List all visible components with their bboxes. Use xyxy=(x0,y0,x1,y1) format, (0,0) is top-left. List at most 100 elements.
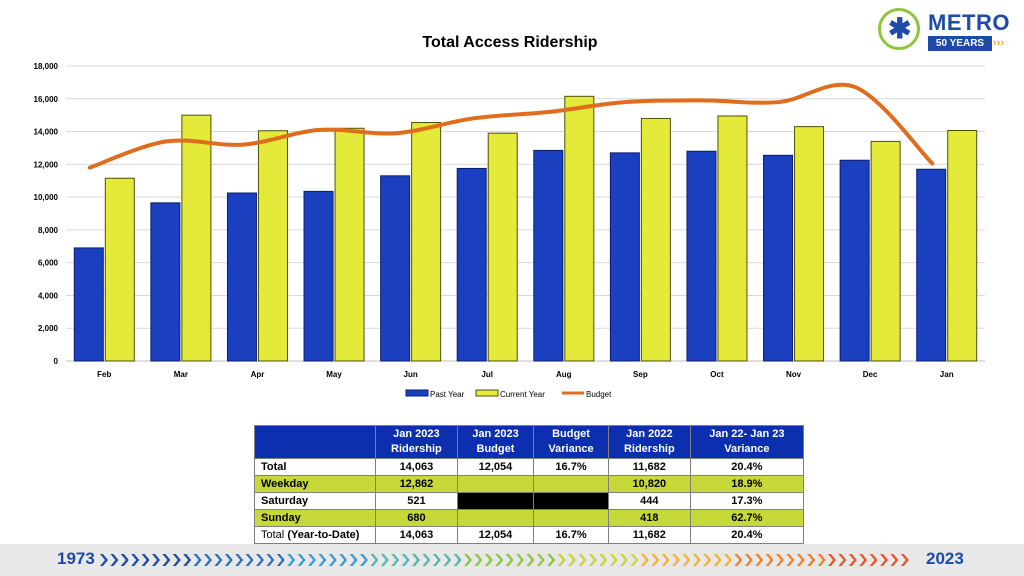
chevron-icon xyxy=(703,554,712,566)
chevron-icon xyxy=(505,554,514,566)
chevron-icon xyxy=(495,554,504,566)
header-line: Budget xyxy=(552,428,590,440)
chevron-icon xyxy=(172,554,181,566)
table-row: Total 14,063 12,054 16.7% 11,682 20.4% xyxy=(254,458,805,476)
table-row: Total (Year-to-Date) 14,063 12,054 16.7%… xyxy=(254,526,805,544)
table-cell-blank xyxy=(456,492,535,510)
x-tick-label: Oct xyxy=(710,370,724,379)
chevron-icon xyxy=(328,554,337,566)
legend-label: Current Year xyxy=(500,390,545,399)
table-cell-blank xyxy=(456,475,535,493)
bar-past-year xyxy=(303,190,334,362)
x-tick-label: Jan xyxy=(940,370,954,379)
chevron-icon xyxy=(599,554,608,566)
chevron-icon xyxy=(776,554,784,566)
table-row: Saturday 521 444 17.3% xyxy=(254,492,805,510)
chart-title: Total Access Ridership xyxy=(422,34,597,51)
table-cell-blank xyxy=(533,475,609,493)
chevron-icon xyxy=(256,554,264,566)
table-cell: 16.7% xyxy=(533,526,609,544)
table-header: Jan 2023 Budget xyxy=(456,425,535,459)
y-tick-label: 8,000 xyxy=(38,226,59,235)
chevron-icon xyxy=(734,554,743,566)
budget-line xyxy=(87,82,935,170)
y-tick-label: 6,000 xyxy=(38,259,59,268)
x-tick-label: Apr xyxy=(251,370,265,379)
table-cell: 521 xyxy=(375,492,458,510)
logo-wordmark: METRO xyxy=(928,10,1010,35)
header-line: Variance xyxy=(724,443,770,455)
chevron-icon xyxy=(432,554,441,566)
header-line: Jan 2022 xyxy=(626,428,673,440)
x-axis-ticks: Feb Mar Apr May Jun Jul Aug Sep Oct Nov Dec Jan xyxy=(97,370,954,379)
chevron-icon xyxy=(120,554,129,566)
chevron-icon xyxy=(453,554,462,566)
chevron-icon xyxy=(672,554,680,566)
legend-swatch xyxy=(475,389,499,397)
bar-current-year xyxy=(334,127,365,362)
row-label-main: Total xyxy=(261,529,285,541)
bar-past-year xyxy=(609,152,640,362)
chevron-icon xyxy=(380,554,389,566)
x-tick-label: Aug xyxy=(556,370,572,379)
footer-end-year: 2023 xyxy=(926,549,964,568)
bar-past-year xyxy=(686,150,717,362)
x-tick-label: Jul xyxy=(481,370,493,379)
chevron-icon xyxy=(828,554,836,566)
chevron-icon xyxy=(276,554,285,566)
asterisk-icon: ✱ xyxy=(888,13,912,44)
chevron-icon xyxy=(464,554,472,566)
table-cell: 12,054 xyxy=(456,458,535,476)
legend-swatch xyxy=(405,389,429,397)
row-label: Sunday xyxy=(254,509,376,527)
logo-emblem: ✱ xyxy=(878,8,920,50)
y-tick-label: 4,000 xyxy=(38,291,59,300)
chevron-icon xyxy=(568,554,576,566)
chevron-icon xyxy=(682,554,691,566)
arrows-icon xyxy=(100,554,909,566)
chevron-icon xyxy=(412,554,420,566)
y-axis-ticks: 0 2,000 4,000 6,000 8,000 10,000 12,000 14,000 1… xyxy=(34,62,59,366)
chevron-icon xyxy=(640,554,649,566)
x-tick-label: Nov xyxy=(786,370,802,379)
header-line: Variance xyxy=(548,443,594,455)
chevron-icon xyxy=(204,554,212,566)
bar-current-year xyxy=(717,115,748,362)
table-cell-blank xyxy=(533,492,609,510)
table-header: Jan 2022 Ridership xyxy=(607,425,691,459)
table-header xyxy=(254,425,376,459)
table-cell: 14,063 xyxy=(375,526,458,544)
chevron-icon xyxy=(318,554,327,566)
chevron-icon xyxy=(516,554,524,566)
chevron-icon xyxy=(578,554,587,566)
bar-past-year xyxy=(73,247,104,362)
y-tick-label: 10,000 xyxy=(34,193,59,202)
chevron-icon xyxy=(869,554,878,566)
bar-past-year xyxy=(380,175,411,362)
chevron-icon xyxy=(620,554,628,566)
table-cell: 418 xyxy=(607,509,691,527)
bar-current-year xyxy=(870,140,901,362)
chevron-icon xyxy=(848,554,857,566)
header-line: Jan 22- Jan 23 xyxy=(709,428,785,440)
chevron-icon xyxy=(224,554,233,566)
table-row: Sunday 680 418 62.7% xyxy=(254,509,805,527)
chevron-icon xyxy=(474,554,483,566)
table-header: Jan 2023 Ridership xyxy=(375,425,458,459)
chevron-icon xyxy=(557,554,566,566)
row-label: Total (Year-to-Date) xyxy=(254,526,376,544)
bar-past-year xyxy=(763,154,794,362)
legend-label: Past Year xyxy=(430,390,465,399)
y-tick-label: 14,000 xyxy=(34,128,59,137)
ridership-summary-table: Jan 2023 Ridership Jan 2023 Budget Budget V… xyxy=(254,425,805,544)
chevron-icon xyxy=(661,554,670,566)
chevron-icon xyxy=(214,554,223,566)
chevron-icon xyxy=(724,554,732,566)
bar-current-year xyxy=(181,114,212,362)
footer-start-year: 1973 xyxy=(57,549,95,568)
table-cell: 17.3% xyxy=(689,492,805,510)
bar-current-year xyxy=(794,126,825,362)
chevron-icon xyxy=(245,554,254,566)
chevron-icon xyxy=(765,554,774,566)
legend: Past Year Current Year Budget xyxy=(405,389,612,399)
